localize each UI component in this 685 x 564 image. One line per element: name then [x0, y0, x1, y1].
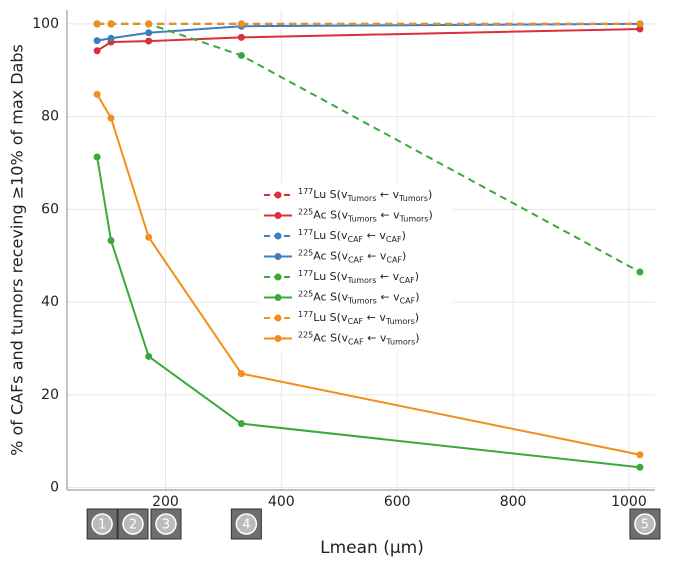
legend-swatch [274, 253, 282, 260]
legend-label: 177Lu S(vTumors ← vCAF) [298, 269, 419, 285]
legend-box [258, 183, 454, 353]
point [145, 352, 153, 360]
point [107, 114, 115, 122]
legend-label: 177Lu S(vTumors ← vTumors) [298, 187, 432, 203]
point [145, 37, 153, 45]
point [145, 29, 153, 37]
legend-swatch [274, 191, 282, 199]
y-tick-label: 20 [41, 387, 59, 403]
point [636, 268, 644, 276]
y-tick-label: 60 [41, 201, 59, 217]
legend-label: 177Lu S(vCAF ← vTumors) [298, 310, 419, 326]
legend-label: 225Ac S(vCAF ← vTumors) [298, 330, 420, 346]
legend-swatch [274, 232, 282, 240]
point [237, 370, 245, 378]
thumbnail-badge [122, 513, 144, 535]
point [237, 20, 245, 28]
legend-swatch [274, 273, 282, 281]
point [107, 20, 115, 28]
x-tick-label: 800 [500, 494, 527, 510]
legend-label: 225Ac S(vTumors ← vTumors) [298, 207, 433, 223]
legend-label: 225Ac S(vCAF ← vCAF) [298, 248, 406, 264]
x-axis-label: Lmean (μm) [320, 538, 424, 558]
x-tick-label: 400 [268, 494, 295, 510]
thumbnail-label: 3 [162, 518, 170, 533]
y-tick-label: 100 [32, 16, 59, 32]
thumbnail-label: 1 [98, 518, 106, 533]
line [96, 22, 640, 42]
point [93, 47, 101, 55]
thumbnail-label: 2 [129, 518, 137, 533]
y-tick-label: 40 [41, 294, 59, 310]
point [145, 233, 153, 241]
point [237, 420, 245, 428]
legend-swatch [274, 314, 282, 322]
point [636, 25, 644, 33]
legend-label: 225Ac S(vTumors ← vCAF) [298, 289, 420, 305]
point [107, 236, 115, 244]
point [145, 20, 153, 28]
y-axis-label: % of CAFs and tumors receving ≥10% of ma… [8, 44, 27, 456]
point [93, 20, 101, 28]
legend-swatch [274, 335, 282, 342]
line [96, 28, 640, 52]
thumbnail-label: 5 [641, 518, 649, 533]
point [636, 463, 644, 471]
point [93, 90, 101, 98]
thumbnail-label: 4 [242, 518, 250, 533]
legend-label: 177Lu S(vCAF ← vCAF) [298, 228, 406, 244]
point [107, 34, 115, 42]
point [636, 20, 644, 28]
y-tick-label: 80 [41, 109, 59, 125]
point [93, 37, 101, 45]
legend-swatch [274, 294, 282, 301]
thumbnail-badge [91, 513, 113, 535]
x-tick-label: 200 [152, 494, 179, 510]
y-tick-label: 0 [50, 480, 59, 496]
point [237, 51, 245, 59]
thumbnail-badge [155, 513, 177, 535]
x-tick-label: 1000 [611, 494, 647, 510]
thumbnail-badge [634, 513, 656, 535]
thumbnail-badge [235, 513, 258, 535]
x-tick-label: 600 [384, 494, 411, 510]
point [237, 33, 245, 41]
legend-swatch [274, 212, 282, 219]
point [636, 451, 644, 459]
point [93, 153, 101, 161]
